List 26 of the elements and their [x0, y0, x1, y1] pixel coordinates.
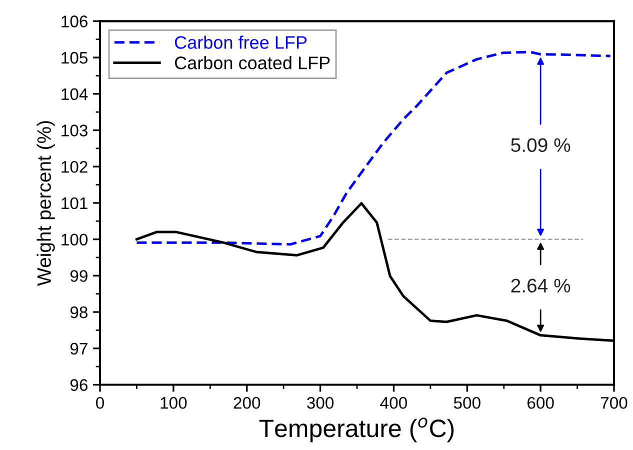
y-tick-label: 99	[70, 270, 88, 282]
x-tick-label: 400	[380, 396, 407, 409]
x-tick-label: 100	[160, 396, 187, 409]
y-tick-label: 103	[62, 124, 88, 136]
y-tick-label: 98	[70, 306, 88, 318]
x-tick-label: 600	[528, 396, 554, 409]
x-tick-label: 700	[600, 396, 628, 409]
y-tick-label: 105	[62, 52, 88, 64]
y-tick-label: 102	[62, 160, 88, 173]
x-tick-label: 0	[96, 396, 104, 409]
y-axis-title: Weight percent (%)	[36, 121, 55, 286]
annotation: 2.64 %	[511, 278, 570, 293]
annotation: 5.09 %	[511, 138, 570, 152]
legend-label: Carbon free LFP	[174, 36, 307, 49]
legend-label: Carbon coated LFP	[174, 56, 330, 70]
y-tick-label: 101	[62, 197, 88, 210]
y-tick-label: 97	[70, 342, 88, 355]
y-tick-label: 104	[62, 88, 88, 100]
y-tick-label: 96	[70, 379, 88, 391]
y-tick-label: 106	[62, 16, 88, 28]
x-tick-label: 500	[454, 396, 480, 409]
x-axis-title: Temperature ($^{o}$C)	[259, 418, 454, 442]
y-tick-label: 100	[62, 234, 88, 246]
line-series	[135, 50, 612, 246]
x-tick-label: 200	[234, 396, 260, 409]
x-tick-label: 300	[307, 396, 334, 409]
